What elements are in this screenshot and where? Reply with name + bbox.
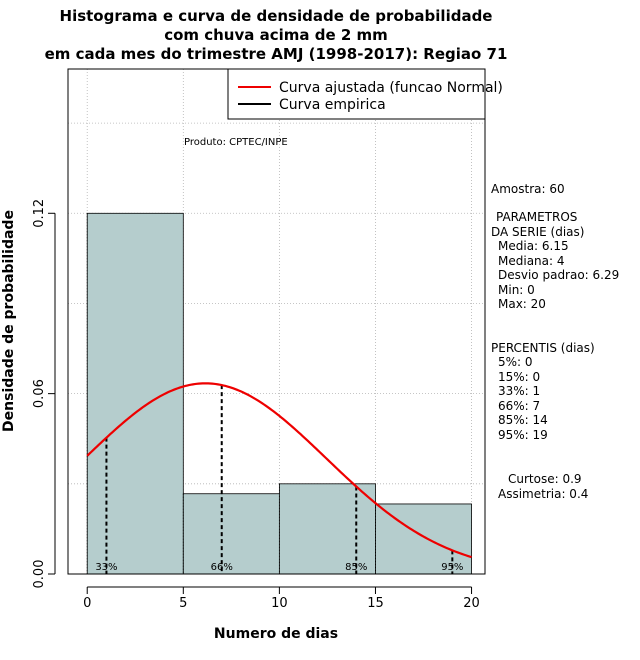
percentile-layer: 33% 66% 85% 95% (95, 385, 463, 574)
percentile-label-3: 85% (345, 562, 367, 573)
x-tick-label-2: 10 (271, 596, 288, 611)
y-tick-label-1: 0.06 (32, 379, 47, 408)
fitted-normal-curve (86, 382, 472, 559)
x-tick-label-3: 15 (367, 596, 384, 611)
histogram-bar-1 (86, 212, 184, 575)
param-median: Mediana: 4 (498, 254, 565, 268)
stats-panel: Amostra: 60 PARAMETROS DA SERIE (dias) M… (491, 182, 619, 501)
percentile-label-4: 95% (441, 562, 463, 573)
percentile-15: 15%: 0 (498, 370, 540, 384)
x-tick-label-1: 5 (179, 596, 187, 611)
y-tick-label-0: 0.00 (32, 560, 47, 589)
params-title: PARAMETROS (496, 210, 577, 224)
percentile-5: 5%: 0 (498, 355, 533, 369)
percentiles-title: PERCENTIS (dias) (491, 341, 595, 355)
percentile-label-1: 33% (95, 562, 117, 573)
param-mean: Media: 6.15 (498, 239, 569, 253)
legend-fitted-label: Curva ajustada (funcao Normal) (279, 80, 503, 96)
param-max: Max: 20 (498, 297, 546, 311)
percentile-label-2: 66% (211, 562, 233, 573)
chart-title-line-1: Histograma e curva de densidade de proba… (60, 7, 493, 25)
chart-title-line-3: em cada mes do trimestre AMJ (1998-2017)… (45, 45, 508, 63)
curve-layer (86, 382, 472, 559)
percentile-33: 33%: 1 (498, 384, 540, 398)
percentile-66: 66%: 7 (498, 399, 540, 413)
x-tick-label-0: 0 (83, 596, 91, 611)
param-min: Min: 0 (498, 283, 535, 297)
skewness: Assimetria: 0.4 (498, 487, 588, 501)
histogram-bar-3 (278, 483, 376, 575)
kurtosis: Curtose: 0.9 (508, 472, 582, 486)
axes-layer: 0 5 10 15 20 0.00 0.06 0.12 (32, 199, 480, 611)
legend-empirical-label: Curva empirica (279, 97, 386, 113)
percentile-85: 85%: 14 (498, 413, 548, 427)
x-axis-title: Numero de dias (214, 626, 338, 642)
x-tick-label-4: 20 (463, 596, 480, 611)
legend: Curva ajustada (funcao Normal) Curva emp… (227, 68, 503, 120)
y-axis-title: Densidade de probabilidade (1, 210, 17, 432)
chart-title-line-2: com chuva acima de 2 mm (164, 26, 388, 44)
legend-box (227, 68, 486, 120)
product-annotation: Produto: CPTEC/INPE (184, 137, 288, 148)
percentile-95: 95%: 19 (498, 428, 548, 442)
sample-size: Amostra: 60 (491, 182, 565, 196)
y-tick-label-2: 0.12 (32, 199, 47, 228)
histogram-bar-2 (182, 493, 280, 575)
param-sd: Desvio padrao: 6.29 (498, 268, 619, 282)
params-subtitle: DA SERIE (dias) (491, 225, 584, 239)
